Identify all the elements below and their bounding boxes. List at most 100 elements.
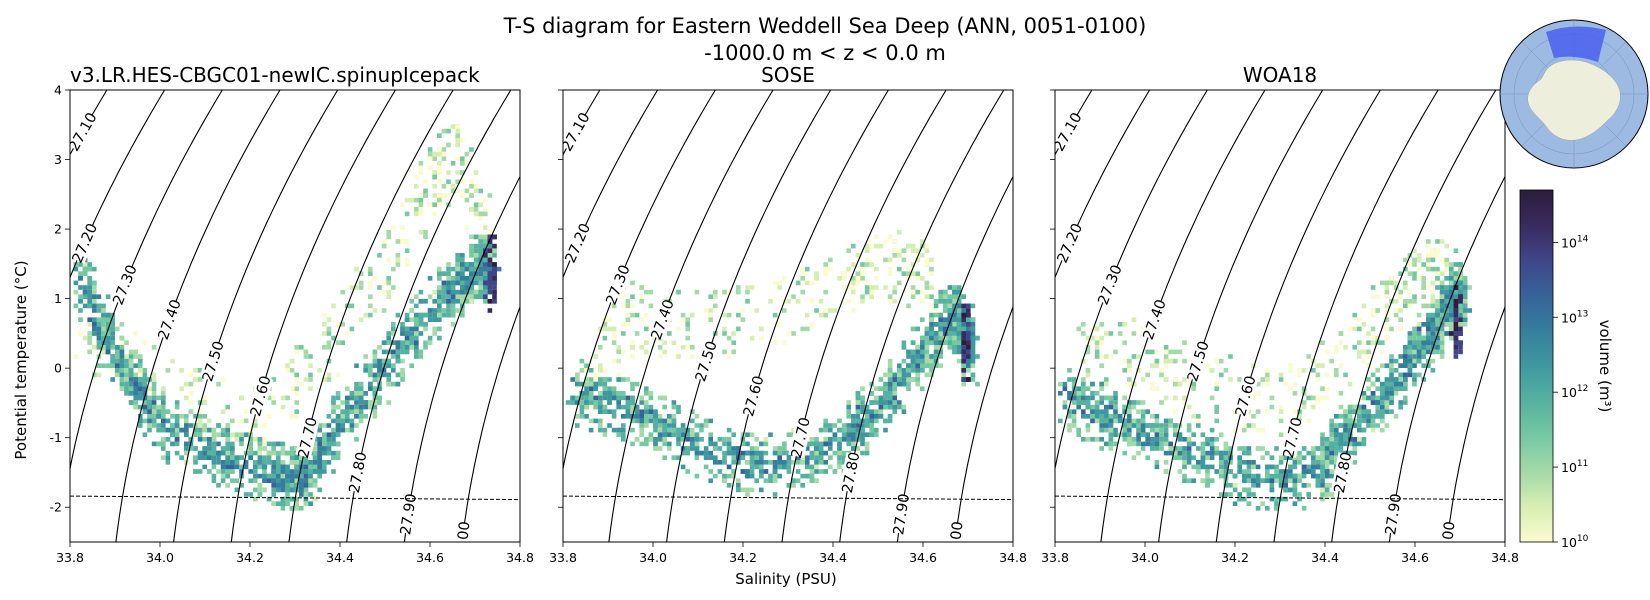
- volume-cell: [427, 308, 433, 313]
- y-tick-label: 2: [54, 222, 62, 237]
- volume-cell: [197, 427, 203, 433]
- volume-cell: [216, 460, 221, 465]
- volume-cell: [791, 478, 796, 483]
- volume-cell: [952, 285, 957, 290]
- volume-cell: [174, 418, 180, 424]
- volume-cell: [437, 266, 442, 272]
- density-contour: [954, 305, 1013, 542]
- volume-cell: [1347, 441, 1353, 447]
- volume-cell: [151, 372, 157, 378]
- volume-cell: [96, 331, 102, 336]
- volume-cell: [391, 285, 396, 290]
- volume-cell: [1214, 404, 1219, 410]
- volume-cell: [883, 381, 888, 387]
- volume-cell: [855, 280, 861, 286]
- volume-cell: [625, 404, 631, 410]
- volume-cell: [1384, 400, 1390, 405]
- volume-cell: [1366, 423, 1371, 428]
- x-tick-label: 34.8: [506, 550, 534, 565]
- volume-cell: [386, 377, 391, 382]
- volume-cell: [326, 414, 332, 419]
- volume-cell: [851, 280, 856, 286]
- volume-cell: [722, 312, 727, 318]
- volume-cell: [317, 450, 322, 456]
- volume-cell: [414, 340, 419, 345]
- panels: 27.1027.2027.3027.4027.5027.6027.7027.80…: [50, 63, 1519, 565]
- volume-cell: [1370, 423, 1376, 428]
- volume-cell: [685, 427, 690, 433]
- volume-cell: [441, 184, 447, 189]
- volume-cell: [280, 501, 286, 506]
- volume-cell: [924, 335, 930, 341]
- volume-cell: [961, 312, 966, 318]
- volume-cell: [1186, 450, 1192, 456]
- volume-cell: [1058, 381, 1063, 387]
- volume-cell: [1366, 354, 1371, 359]
- volume-cell: [887, 368, 893, 373]
- volume-cell: [1081, 391, 1086, 396]
- volume-cell: [1131, 381, 1137, 387]
- volume-cell: [156, 414, 161, 419]
- volume-cell: [312, 455, 318, 460]
- volume-cell: [759, 469, 764, 474]
- volume-cell: [446, 280, 451, 286]
- volume-cell: [239, 418, 244, 424]
- volume-cell: [455, 179, 460, 184]
- volume-cell: [1085, 349, 1091, 355]
- volume-cell: [285, 464, 290, 470]
- volume-cell: [368, 280, 373, 286]
- volume-cell: [1426, 253, 1431, 258]
- volume-cell: [924, 285, 930, 290]
- volume-cell: [933, 308, 939, 313]
- volume-cell: [1288, 478, 1293, 483]
- volume-cell: [234, 432, 240, 437]
- volume-cell: [653, 414, 658, 419]
- volume-cell: [602, 395, 608, 401]
- volume-cell: [322, 450, 327, 456]
- volume-cell: [1278, 377, 1284, 382]
- volume-cell: [1085, 427, 1091, 433]
- volume-cell: [966, 349, 971, 355]
- volume-cell: [938, 340, 943, 345]
- volume-cell: [1140, 446, 1146, 451]
- volume-cell: [469, 271, 474, 276]
- volume-cell: [685, 326, 690, 332]
- volume-cell: [133, 354, 138, 359]
- volume-cell: [772, 446, 778, 451]
- volume-cell: [377, 368, 382, 373]
- volume-cell: [469, 289, 474, 295]
- volume-cell: [731, 473, 736, 479]
- volume-cell: [138, 372, 143, 378]
- volume-cell: [469, 294, 474, 299]
- volume-cell: [358, 395, 364, 401]
- volume-cell: [257, 492, 263, 497]
- volume-cell: [777, 450, 782, 456]
- volume-cell: [579, 404, 585, 410]
- volume-cell: [961, 303, 966, 309]
- volume-cell: [1329, 483, 1334, 488]
- volume-cell: [1274, 506, 1279, 511]
- volume-cell: [662, 441, 667, 447]
- volume-cell: [846, 299, 851, 304]
- volume-cell: [418, 161, 424, 166]
- volume-cell: [933, 335, 939, 341]
- volume-cell: [878, 395, 884, 401]
- volume-cell: [933, 354, 939, 359]
- volume-cell: [354, 437, 359, 442]
- volume-cell: [331, 450, 336, 456]
- volume-cell: [685, 345, 690, 350]
- volume-cell: [1324, 460, 1330, 465]
- x-tick-label: 34.2: [236, 550, 264, 565]
- volume-cell: [165, 368, 171, 373]
- volume-cell: [450, 266, 456, 272]
- volume-cell: [749, 464, 755, 470]
- volume-cell: [285, 492, 290, 497]
- volume-cell: [1334, 460, 1339, 465]
- volume-cell: [966, 345, 971, 350]
- volume-cell: [1182, 464, 1187, 470]
- volume-cell: [1182, 340, 1187, 345]
- volume-cell: [335, 423, 341, 428]
- volume-cell: [312, 441, 318, 447]
- volume-cell: [648, 395, 654, 401]
- volume-cell: [887, 299, 893, 304]
